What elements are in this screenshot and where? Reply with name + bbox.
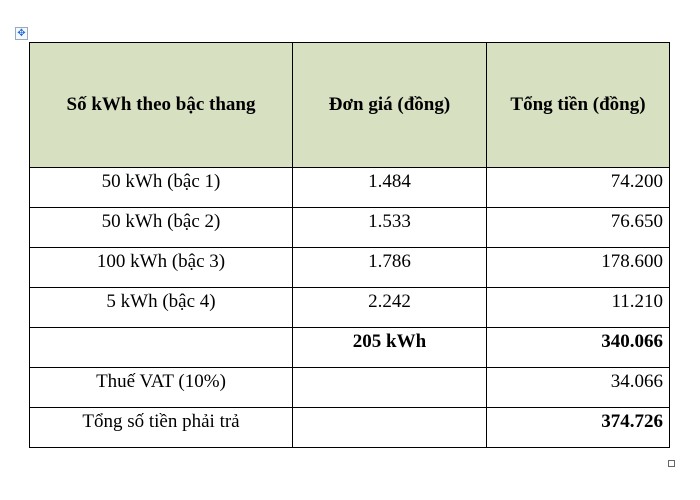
subtotal-row: 205 kWh 340.066 — [29, 327, 670, 368]
cell-empty[interactable] — [292, 367, 487, 408]
cell-total-kwh[interactable]: 205 kWh — [292, 327, 487, 368]
cell-price[interactable]: 1.484 — [292, 167, 487, 208]
cell-tier[interactable]: 5 kWh (bậc 4) — [29, 287, 293, 328]
table-resize-icon[interactable] — [668, 460, 675, 467]
header-unit-price: Đơn giá (đồng) — [292, 42, 487, 168]
cell-empty[interactable] — [29, 327, 293, 368]
table-row: 50 kWh (bậc 2) 1.533 76.650 — [29, 207, 670, 248]
table-row: 50 kWh (bậc 1) 1.484 74.200 — [29, 167, 670, 208]
table-move-icon[interactable]: ✥ — [15, 27, 28, 40]
cell-tier[interactable]: 50 kWh (bậc 2) — [29, 207, 293, 248]
header-kwh-tier: Số kWh theo bậc thang — [29, 42, 293, 168]
cell-price[interactable]: 1.533 — [292, 207, 487, 248]
cell-vat-amount[interactable]: 34.066 — [486, 367, 670, 408]
table-row: 5 kWh (bậc 4) 2.242 11.210 — [29, 287, 670, 328]
header-total: Tổng tiền (đồng) — [486, 42, 670, 168]
cell-vat-label[interactable]: Thuế VAT (10%) — [29, 367, 293, 408]
vat-row: Thuế VAT (10%) 34.066 — [29, 367, 670, 408]
cell-grand-total[interactable]: 374.726 — [486, 407, 670, 448]
cell-total[interactable]: 76.650 — [486, 207, 670, 248]
table-row: 100 kWh (bậc 3) 1.786 178.600 — [29, 247, 670, 288]
grand-total-row: Tổng số tiền phải trả 374.726 — [29, 407, 670, 448]
cell-total[interactable]: 178.600 — [486, 247, 670, 288]
cell-price[interactable]: 2.242 — [292, 287, 487, 328]
cell-tier[interactable]: 50 kWh (bậc 1) — [29, 167, 293, 208]
cell-price[interactable]: 1.786 — [292, 247, 487, 288]
cell-empty[interactable] — [292, 407, 487, 448]
table-header-row: Số kWh theo bậc thang Đơn giá (đồng) Tổn… — [29, 42, 670, 168]
cell-tier[interactable]: 100 kWh (bậc 3) — [29, 247, 293, 288]
cell-total[interactable]: 11.210 — [486, 287, 670, 328]
cell-grand-total-label[interactable]: Tổng số tiền phải trả — [29, 407, 293, 448]
cell-subtotal[interactable]: 340.066 — [486, 327, 670, 368]
electricity-tariff-table: Số kWh theo bậc thang Đơn giá (đồng) Tổn… — [29, 42, 670, 448]
cell-total[interactable]: 74.200 — [486, 167, 670, 208]
